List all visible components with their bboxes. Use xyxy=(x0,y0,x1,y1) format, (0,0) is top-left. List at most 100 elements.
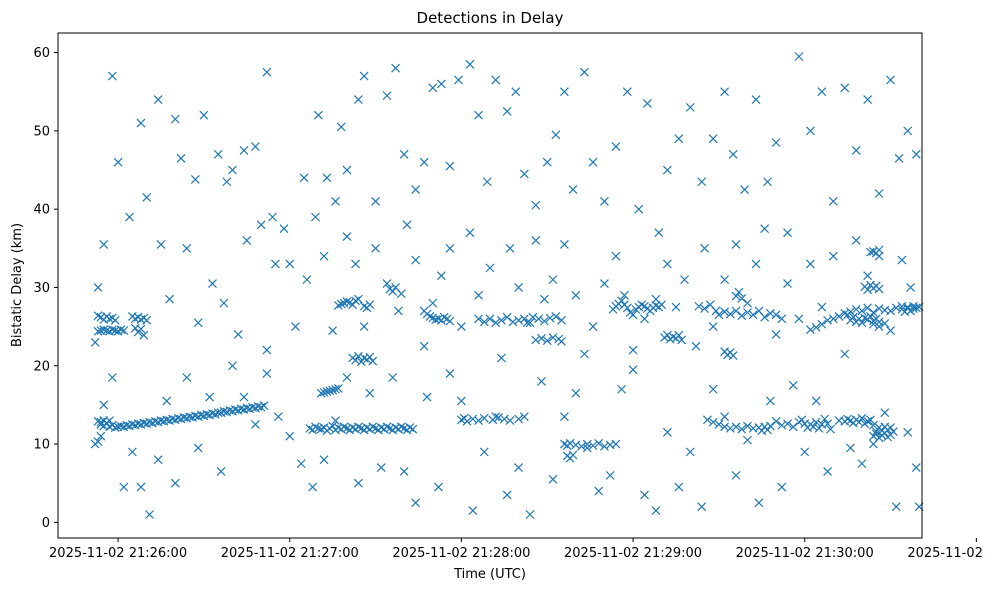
data-point xyxy=(302,275,312,285)
data-point xyxy=(359,301,369,311)
data-point xyxy=(703,415,712,425)
data-point xyxy=(525,510,535,519)
data-point xyxy=(454,75,463,85)
data-point xyxy=(628,310,638,320)
data-point xyxy=(874,251,884,261)
data-point xyxy=(840,349,850,359)
data-point xyxy=(765,308,775,318)
data-point xyxy=(210,409,220,419)
data-point xyxy=(342,232,352,241)
data-point xyxy=(600,441,609,451)
data-point xyxy=(797,415,807,425)
data-point xyxy=(531,200,541,210)
data-point xyxy=(316,388,326,398)
data-point xyxy=(868,308,878,317)
x-axis-label: Time (UTC) xyxy=(453,567,526,582)
data-point xyxy=(651,506,661,516)
data-point xyxy=(628,345,638,355)
data-point xyxy=(734,287,744,297)
data-point xyxy=(880,408,890,418)
data-point xyxy=(720,87,730,97)
data-point xyxy=(228,165,237,175)
data-point xyxy=(817,87,827,97)
data-point xyxy=(622,303,632,313)
data-point xyxy=(468,506,478,516)
data-point xyxy=(857,459,867,469)
data-point xyxy=(814,423,824,433)
data-point xyxy=(162,396,172,406)
data-point xyxy=(242,236,252,245)
data-point xyxy=(697,502,707,512)
data-point xyxy=(411,498,421,508)
data-point xyxy=(368,356,378,366)
data-point xyxy=(743,308,752,317)
data-point xyxy=(208,279,217,288)
data-point xyxy=(868,319,878,329)
data-point xyxy=(485,314,495,324)
data-point xyxy=(142,192,152,202)
data-point xyxy=(319,387,329,397)
data-point xyxy=(817,302,827,312)
data-point xyxy=(190,174,200,184)
data-point xyxy=(411,255,421,265)
data-point xyxy=(474,290,483,300)
data-point xyxy=(617,384,627,394)
data-point xyxy=(720,307,730,317)
data-point xyxy=(823,315,833,325)
data-point xyxy=(662,165,672,175)
data-point xyxy=(165,294,175,304)
data-point xyxy=(336,299,346,309)
data-point xyxy=(356,357,366,367)
data-point xyxy=(671,302,681,312)
data-point xyxy=(794,52,804,61)
data-point xyxy=(714,420,724,429)
data-point xyxy=(834,312,844,321)
data-point xyxy=(333,384,343,393)
data-point xyxy=(468,414,478,424)
y-tick-label: 40 xyxy=(33,203,50,218)
data-point xyxy=(502,490,512,500)
data-point xyxy=(176,153,186,163)
data-point xyxy=(331,196,340,206)
data-point xyxy=(505,243,515,253)
y-tick-label: 10 xyxy=(33,438,50,453)
data-point xyxy=(571,388,581,398)
data-point xyxy=(868,420,878,430)
data-point xyxy=(720,422,730,432)
data-point xyxy=(391,63,401,73)
data-point xyxy=(402,220,412,230)
data-point xyxy=(668,332,678,342)
data-point xyxy=(342,373,352,382)
data-point xyxy=(482,177,492,187)
data-point xyxy=(846,443,855,453)
data-point xyxy=(331,384,340,394)
data-point xyxy=(903,427,913,437)
data-point xyxy=(874,322,884,332)
data-point xyxy=(193,318,203,328)
data-point xyxy=(105,314,114,324)
data-point xyxy=(743,298,752,308)
data-point xyxy=(365,300,375,310)
data-point xyxy=(359,322,369,332)
data-point xyxy=(874,284,884,294)
data-point xyxy=(823,419,833,429)
data-point xyxy=(886,326,895,335)
data-point xyxy=(396,289,406,299)
data-point xyxy=(305,423,315,433)
data-point xyxy=(388,373,398,382)
data-point xyxy=(339,422,349,432)
data-point xyxy=(743,421,752,431)
data-point xyxy=(382,422,392,432)
data-point xyxy=(136,482,146,492)
data-point xyxy=(491,318,501,328)
data-point xyxy=(680,275,689,285)
data-point xyxy=(107,71,117,81)
x-tick-label: 2025-11-02 21:29:00 xyxy=(564,546,702,561)
data-point xyxy=(425,312,435,321)
data-point xyxy=(582,439,592,449)
data-point xyxy=(259,401,269,411)
data-point xyxy=(491,412,501,422)
data-point xyxy=(843,310,853,320)
data-point xyxy=(359,71,369,81)
data-point xyxy=(863,416,873,426)
